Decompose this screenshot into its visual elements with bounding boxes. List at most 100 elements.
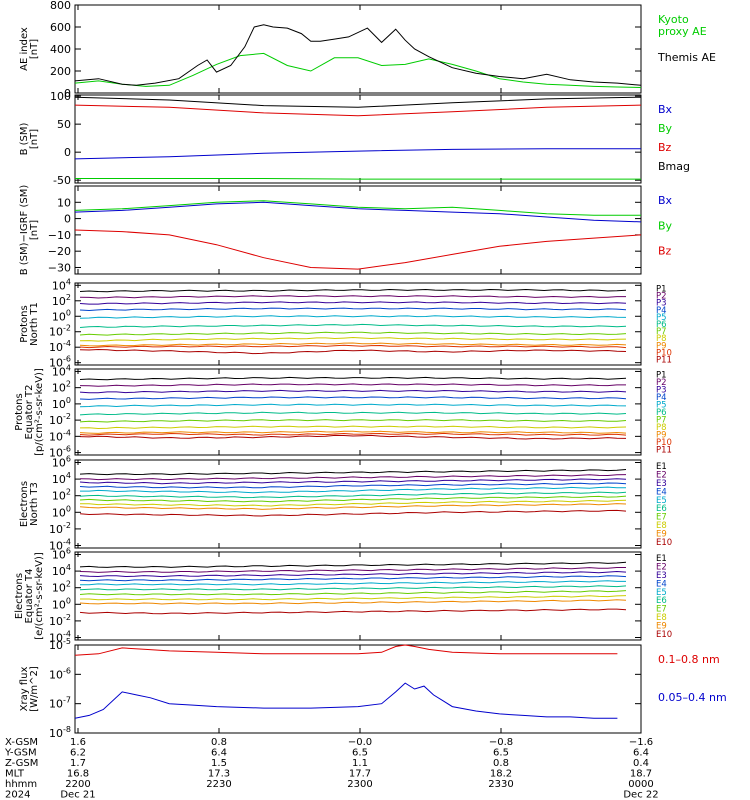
legend-P1: P1 — [656, 285, 667, 295]
series-line-P3 — [79, 389, 627, 394]
series-line-By — [75, 178, 641, 180]
orbit-row-label: hhmm — [5, 779, 37, 790]
legend-E7: E7 — [656, 605, 667, 615]
series-line-E8 — [79, 499, 627, 507]
legend-P1: P1 — [656, 371, 667, 381]
legend-P5: P5 — [656, 401, 667, 411]
panel-7: 10-5 10-6 10-7 10-8 Xray flux[W/m^2] 0.1–0.8 … — [19, 637, 727, 740]
orbit-value: 6.5 — [493, 748, 509, 759]
legend-E2: E2 — [656, 471, 667, 481]
legend-E1: E1 — [656, 462, 667, 472]
y-tick-label: 10-2 — [49, 521, 71, 536]
series-line-E1 — [79, 561, 627, 568]
orbit-value: 6.4 — [633, 748, 649, 759]
legend-P11: P11 — [656, 445, 672, 455]
panel-0: 0 200 400 600 800 AE index[nT] Kyoto proxy AE Th… — [19, 0, 716, 100]
y-tick-label: 0 — [64, 87, 71, 100]
orbit-value: 0.8 — [211, 737, 227, 748]
series-line-P1 — [79, 376, 627, 381]
series-line-P6 — [79, 411, 627, 416]
orbit-value: 16.8 — [67, 769, 89, 780]
legend-P2: P2 — [656, 378, 667, 388]
legend-By: By — [658, 122, 673, 135]
panel-frame — [74, 551, 642, 641]
orbit-value: 1.7 — [70, 758, 86, 769]
series-line-P10 — [79, 432, 627, 436]
series-line-P11 — [79, 348, 627, 355]
orbit-value: 2330 — [488, 779, 513, 790]
y-axis-label: ProtonsNorth T1 — [19, 302, 40, 346]
y-axis-label: AE index[nT] — [19, 27, 40, 71]
legend-E3: E3 — [656, 479, 667, 489]
panel-frame — [74, 282, 642, 366]
legend-E8: E8 — [656, 521, 667, 531]
y-tick-label: 10-7 — [49, 696, 71, 711]
orbit-value: −0.0 — [348, 737, 372, 748]
series-line-Bmag — [74, 96, 642, 108]
legend-E4: E4 — [656, 579, 667, 589]
series-line-Kyoto proxy AE — [74, 52, 642, 88]
orbit-row-label: 2024 — [5, 790, 30, 800]
legend-P6: P6 — [656, 408, 667, 418]
panel-frame — [74, 185, 642, 275]
series-line-Themis AE — [74, 24, 642, 86]
y-tick-label: 104 — [52, 563, 71, 578]
y-tick-label: 104 — [52, 471, 71, 486]
orbit-value: 2300 — [347, 779, 372, 790]
series-line-E10 — [79, 608, 627, 615]
series-line-P4 — [79, 307, 627, 312]
legend-E3: E3 — [656, 571, 667, 581]
series-line-E5 — [80, 486, 626, 494]
orbit-value: −0.8 — [489, 737, 513, 748]
series-line-E6 — [79, 491, 627, 499]
y-tick-label: 0 — [64, 146, 71, 159]
y-tick-label: 100 — [52, 596, 71, 611]
orbit-value: 1.1 — [352, 758, 368, 769]
series-line-P4 — [79, 396, 627, 400]
legend-E9: E9 — [656, 529, 667, 539]
legend-E2: E2 — [656, 563, 667, 573]
legend-P3: P3 — [656, 386, 667, 396]
y-tick-label: 102 — [52, 380, 71, 395]
series-line-Bz — [74, 104, 642, 117]
y-axis-label: ProtonsEquator T2[p/(cm²-s-sr-keV)] — [14, 368, 45, 456]
series-line-P8 — [79, 425, 627, 430]
panel-frame — [74, 459, 642, 549]
series-line-E4 — [79, 575, 627, 582]
orbit-table: X-GSM 1.6 0.8 −0.0 −0.8 −1.6 Y-GSM 6.2 6.4 6.5 6.5… — [4, 737, 659, 800]
series-line-P9 — [79, 342, 627, 347]
series-line-E5 — [79, 580, 626, 586]
orbit-row-label: Y-GSM — [4, 748, 37, 759]
orbit-value: Dec 21 — [60, 790, 95, 800]
legend-0.05–0.4 nm: 0.05–0.4 nm — [658, 691, 727, 704]
y-tick-label: 100 — [52, 504, 71, 519]
legend-P3: P3 — [656, 299, 667, 309]
series-line-0.1–0.8 nm — [74, 644, 618, 656]
series-line-P5 — [79, 315, 627, 319]
legend-P8: P8 — [656, 423, 667, 433]
y-axis-label: ElectronsEquator T4[e/(cm²-s-sr-keV)] — [14, 552, 45, 640]
series-line-P8 — [79, 336, 627, 342]
legend-E4: E4 — [656, 487, 667, 497]
y-tick-label: 600 — [50, 21, 71, 34]
orbit-value: 18.7 — [630, 769, 652, 780]
orbit-value: 1.6 — [70, 737, 86, 748]
series-line-P6 — [79, 323, 627, 328]
legend-E7: E7 — [656, 513, 667, 523]
y-tick-label: 10-2 — [49, 613, 71, 628]
series-line-E2 — [79, 567, 626, 573]
y-tick-label: 800 — [50, 0, 71, 12]
y-tick-label: −30 — [48, 261, 71, 274]
panel-2: 10 0 −10 −20 −30 B (SM)−IGRF (SM)[nT] Bx By Bz — [19, 185, 673, 276]
panel-frame — [74, 368, 642, 456]
orbit-value: 6.5 — [352, 748, 368, 759]
y-tick-label: 102 — [52, 488, 71, 503]
y-tick-label: −20 — [48, 245, 71, 258]
legend-P10: P10 — [656, 438, 672, 448]
series-line-E8 — [80, 595, 627, 601]
orbit-value: 2200 — [65, 779, 90, 790]
series-line-E2 — [79, 474, 627, 481]
y-tick-label: 200 — [50, 65, 71, 78]
